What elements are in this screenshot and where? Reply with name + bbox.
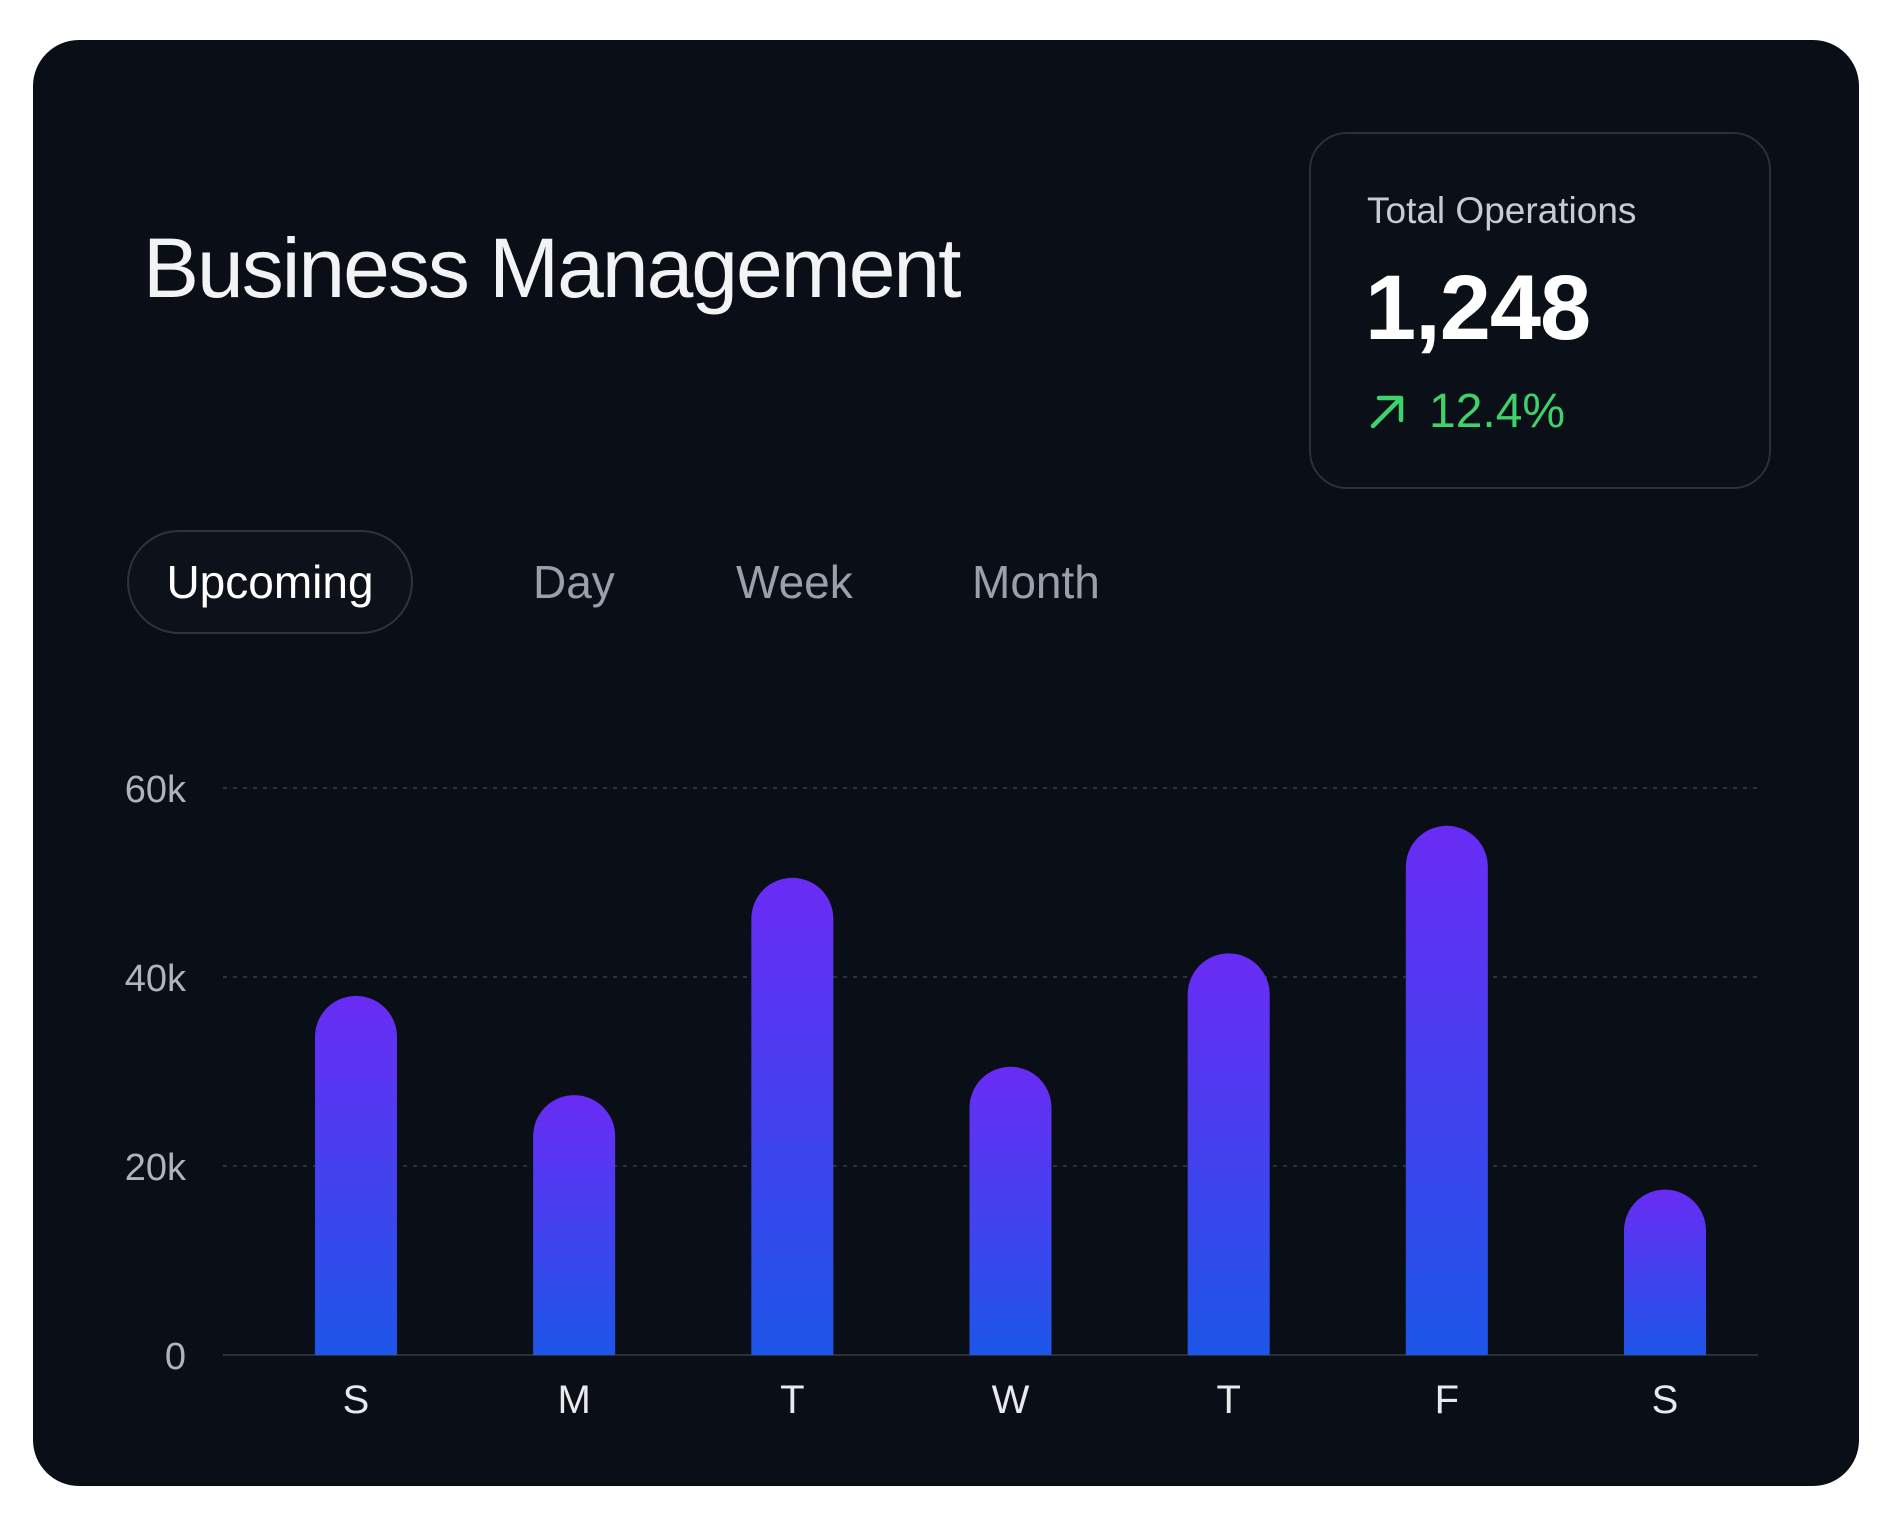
bar[interactable] xyxy=(1624,1189,1706,1355)
y-tick-label: 40k xyxy=(125,958,187,1000)
arrow-up-right-icon xyxy=(1367,392,1407,432)
x-tick-label: W xyxy=(992,1378,1030,1422)
y-tick-label: 0 xyxy=(165,1336,186,1378)
business-management-card: Business Management Total Operations 1,2… xyxy=(33,40,1859,1486)
kpi-label: Total Operations xyxy=(1367,190,1637,231)
x-tick-label: S xyxy=(343,1378,370,1422)
period-tabs: Upcoming Day Week Month xyxy=(127,530,1127,634)
x-tick-label: T xyxy=(780,1378,804,1422)
bar[interactable] xyxy=(751,877,834,1355)
total-operations-card: Total Operations 1,248 12.4% xyxy=(1309,132,1771,489)
kpi-value: 1,248 xyxy=(1365,257,1591,359)
bar[interactable] xyxy=(1187,953,1270,1355)
page-title: Business Management xyxy=(143,221,961,315)
x-tick-label: F xyxy=(1435,1378,1459,1422)
tab-week[interactable]: Week xyxy=(736,556,853,608)
tab-day[interactable]: Day xyxy=(533,556,615,608)
bar[interactable] xyxy=(969,1066,1052,1355)
bar[interactable] xyxy=(533,1095,616,1355)
bar[interactable] xyxy=(1405,825,1488,1355)
x-tick-label: T xyxy=(1216,1378,1240,1422)
tab-upcoming[interactable]: Upcoming xyxy=(127,530,413,634)
y-tick-label: 20k xyxy=(125,1147,187,1189)
x-tick-label: M xyxy=(558,1378,591,1422)
kpi-change-value: 12.4% xyxy=(1429,385,1566,438)
kpi-change: 12.4% xyxy=(1367,384,1565,439)
y-tick-label: 60k xyxy=(125,769,187,811)
bar[interactable] xyxy=(315,995,397,1355)
x-tick-label: S xyxy=(1652,1378,1679,1422)
bar-chart: 0 20k 40k 60k S M T W T F S xyxy=(125,769,1758,1422)
tab-month[interactable]: Month xyxy=(972,556,1100,608)
